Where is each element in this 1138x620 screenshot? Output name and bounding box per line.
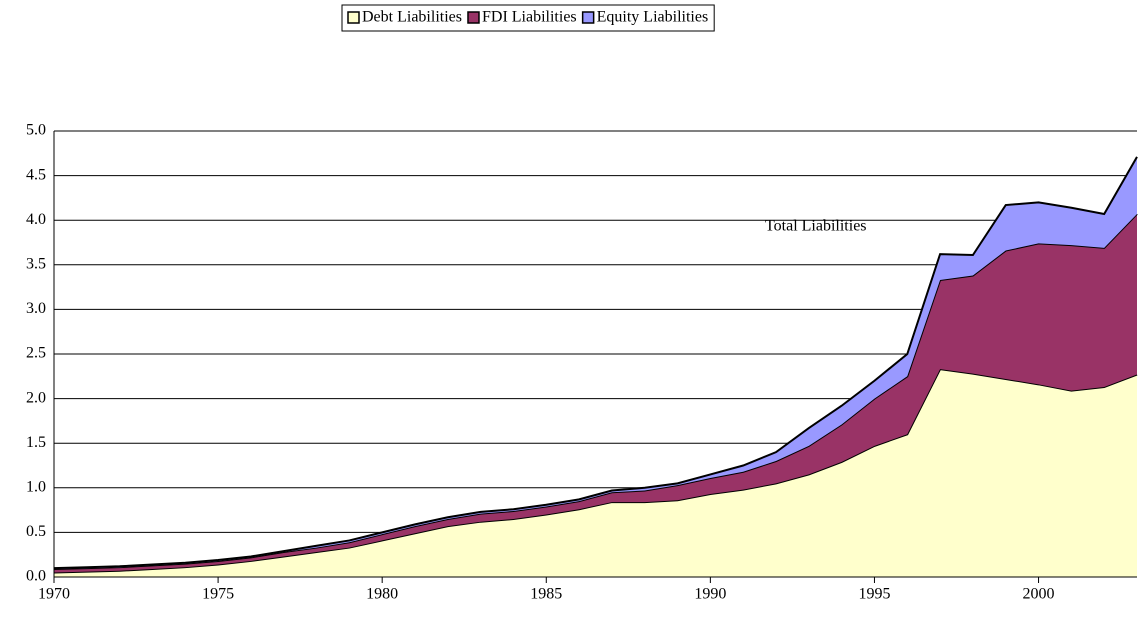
legend-swatch (581, 11, 595, 24)
area (54, 213, 1137, 573)
x-tick-label: 1970 (38, 586, 70, 603)
y-tick-label: 3.0 (26, 300, 46, 317)
y-tick-label: 5.0 (26, 122, 46, 139)
x-tick-label: 1990 (694, 586, 726, 603)
x-tick-label: 1980 (366, 586, 398, 603)
legend: Debt Liabilities FDI Liabilities Equity Li… (341, 4, 715, 32)
area-outline (53, 368, 1138, 574)
y-tick-label: 1.0 (26, 478, 46, 495)
legend-frame (341, 4, 715, 32)
y-tick-label: 4.5 (26, 166, 46, 183)
area-outline (53, 156, 1138, 570)
legend-swatch (347, 11, 360, 24)
x-tick-label: 2000 (1023, 586, 1055, 603)
legend-label: Equity Liabilities (597, 9, 709, 26)
legend-label: Debt Liabilities (362, 9, 462, 26)
x-tick-label: 1985 (530, 586, 562, 603)
y-tick-label: 3.5 (26, 255, 46, 272)
x-tick-label: 1995 (858, 586, 890, 603)
x-tick-label: 1975 (202, 586, 234, 603)
legend-swatch (467, 11, 480, 24)
y-tick-label: 2.5 (26, 345, 46, 362)
annotation: Total Liabilities (765, 218, 867, 235)
y-tick-label: 0.0 (26, 568, 46, 585)
legend-label: FDI Liabilities (482, 9, 577, 26)
y-tick-label: 2.0 (26, 389, 46, 406)
area (54, 369, 1137, 577)
y-tick-label: 1.5 (26, 434, 46, 451)
y-tick-label: 0.5 (26, 523, 46, 540)
y-tick-label: 4.0 (26, 211, 46, 228)
